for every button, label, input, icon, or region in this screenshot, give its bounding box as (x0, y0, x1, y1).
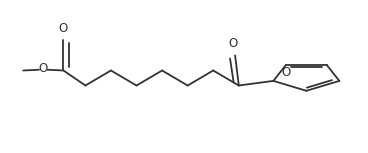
Text: O: O (39, 62, 48, 75)
Text: O: O (281, 66, 291, 79)
Text: O: O (229, 37, 238, 50)
Text: O: O (59, 22, 68, 35)
